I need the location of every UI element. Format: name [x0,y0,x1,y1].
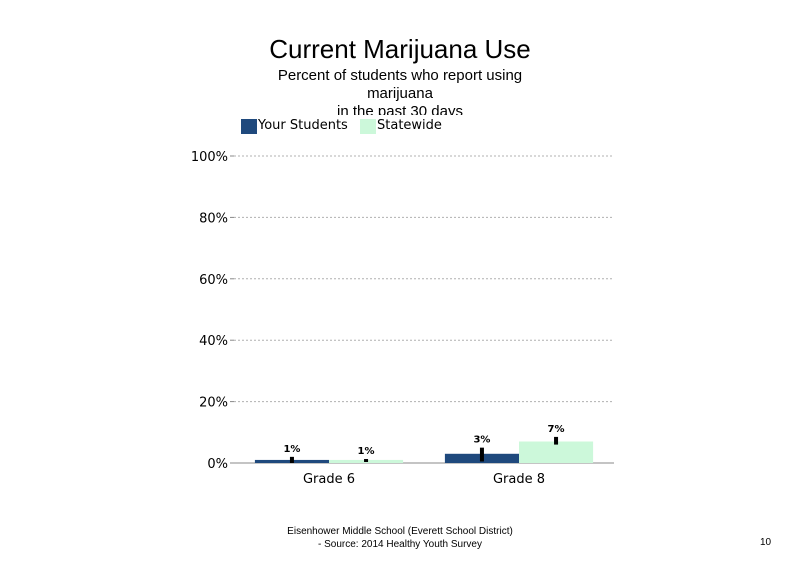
y-tick-label: 0% [207,457,228,472]
data-label: 1% [283,444,300,455]
data-label: 1% [358,446,375,457]
error-bar [554,436,559,445]
y-tick-label: 80% [199,211,228,226]
data-label: 7% [548,424,565,435]
chart-subtitle: Percent of students who report using mar… [250,67,550,115]
subtitle-line: marijuana [367,85,433,102]
bar [519,441,594,463]
x-tick-label: Grade 8 [493,472,545,487]
subtitle-line: Percent of students who report using [277,67,523,84]
page-number: 10 [760,537,772,548]
error-bar [364,459,369,463]
footer-school: Eisenhower Middle School (Everett School… [287,526,513,537]
chart-title: Current Marijuana Use [269,34,531,64]
x-tick-label: Grade 6 [303,472,355,487]
error-bar [289,456,294,463]
footer-source: - Source: 2014 Healthy Youth Survey [318,539,482,550]
subtitle-line: in the past 30 days [337,103,463,115]
data-label: 3% [473,435,490,446]
error-bar [479,447,484,462]
legend-label: Your Students [258,118,348,133]
legend-swatch [360,119,376,134]
y-tick-label: 40% [199,334,228,349]
legend-label: Statewide [377,118,442,133]
footer: Eisenhower Middle School (Everett School… [200,525,600,551]
y-tick-label: 20% [199,396,228,411]
y-tick-label: 100% [191,150,228,165]
y-tick-label: 60% [199,273,228,288]
legend-swatch [241,119,257,134]
